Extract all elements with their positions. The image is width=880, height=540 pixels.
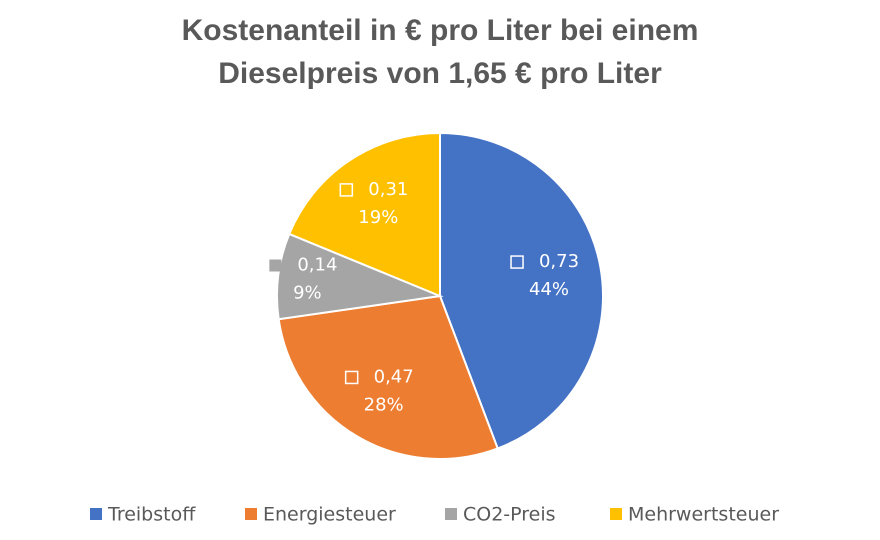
label-icon [269, 259, 282, 272]
label-icon [339, 183, 354, 197]
legend-swatch [610, 508, 622, 520]
legend-label: Energiesteuer [263, 504, 396, 526]
value-label: 0,14 [297, 255, 337, 276]
legend-swatch [90, 508, 102, 520]
chart-title: Dieselpreis von 1,65 € pro Liter [218, 57, 662, 90]
pie-slice [287, 131, 441, 298]
chart-title: Kostenanteil in € pro Liter bei einem [182, 14, 699, 47]
label-icon [510, 255, 524, 269]
legend-label: Treibstoff [107, 504, 196, 526]
pie-slice [276, 232, 444, 321]
label-icon [344, 370, 359, 385]
value-label: 0,47 [374, 366, 414, 387]
pie-slice [439, 131, 604, 450]
legend-label: CO2-Preis [463, 504, 556, 526]
percent-label: 44% [529, 279, 569, 300]
percent-label: 19% [358, 207, 398, 228]
value-label: 0,31 [368, 179, 408, 200]
legend-swatch [445, 508, 457, 520]
value-label: 0,73 [539, 251, 579, 272]
legend-label: Mehrwertsteuer [628, 504, 779, 526]
percent-label: 28% [364, 394, 404, 415]
percent-label: 9% [293, 283, 322, 304]
pie-slice [277, 294, 499, 460]
legend-swatch [245, 508, 257, 520]
